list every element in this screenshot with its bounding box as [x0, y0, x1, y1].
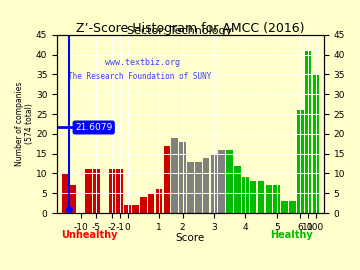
Bar: [234, 166, 241, 213]
Bar: [124, 205, 131, 213]
Bar: [226, 150, 233, 213]
Bar: [203, 158, 210, 213]
Bar: [273, 185, 280, 213]
Bar: [62, 173, 68, 213]
Text: Sector: Technology: Sector: Technology: [127, 26, 233, 36]
Text: Healthy: Healthy: [270, 230, 313, 240]
Bar: [140, 197, 147, 213]
Bar: [195, 161, 202, 213]
Bar: [116, 170, 123, 213]
Bar: [266, 185, 272, 213]
Bar: [171, 138, 178, 213]
Bar: [163, 146, 170, 213]
Bar: [211, 154, 217, 213]
Bar: [85, 170, 92, 213]
Bar: [305, 50, 311, 213]
Text: www.textbiz.org: www.textbiz.org: [105, 58, 180, 67]
Bar: [242, 177, 249, 213]
Bar: [156, 189, 162, 213]
Bar: [312, 74, 319, 213]
Bar: [250, 181, 256, 213]
Bar: [289, 201, 296, 213]
Bar: [297, 110, 303, 213]
Bar: [93, 170, 100, 213]
Text: 21.6079: 21.6079: [75, 123, 112, 132]
Bar: [258, 181, 264, 213]
Bar: [109, 170, 115, 213]
Bar: [179, 142, 186, 213]
Text: The Research Foundation of SUNY: The Research Foundation of SUNY: [68, 72, 211, 81]
Bar: [219, 150, 225, 213]
Y-axis label: Number of companies
(574 total): Number of companies (574 total): [15, 82, 35, 166]
Bar: [281, 201, 288, 213]
Bar: [69, 185, 76, 213]
X-axis label: Score: Score: [176, 233, 205, 243]
Bar: [132, 205, 139, 213]
Title: Z’-Score Histogram for AMCC (2016): Z’-Score Histogram for AMCC (2016): [76, 22, 305, 35]
Bar: [148, 193, 154, 213]
Text: Unhealthy: Unhealthy: [61, 230, 117, 240]
Bar: [187, 161, 194, 213]
